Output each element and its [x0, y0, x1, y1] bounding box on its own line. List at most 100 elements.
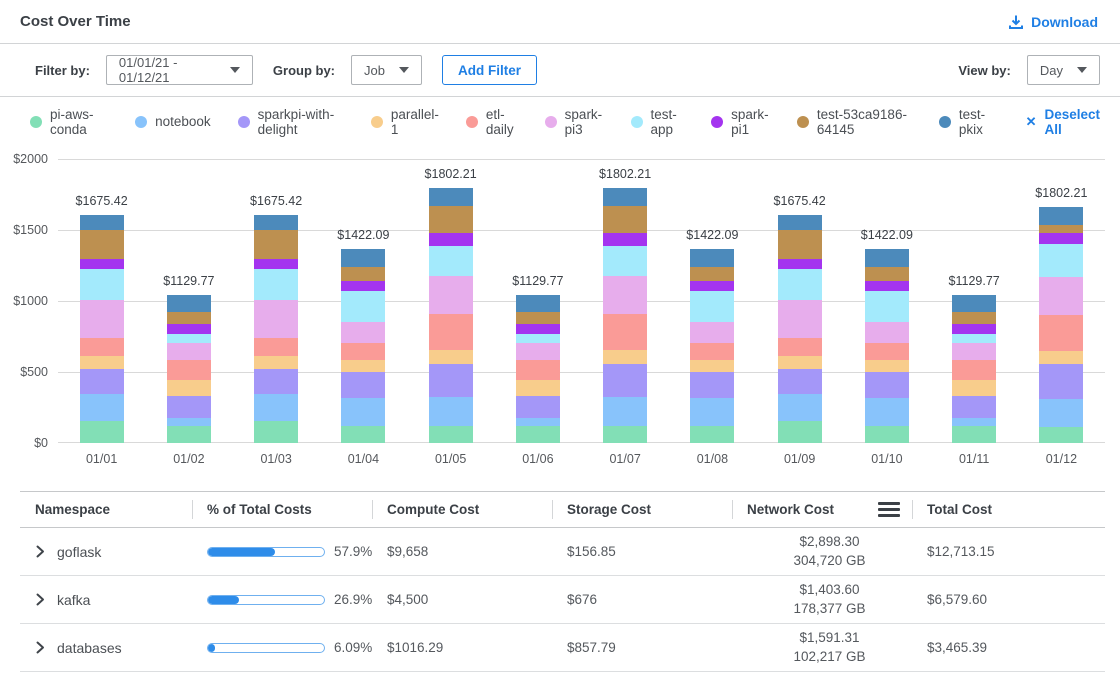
- bar-segment-sparkpi-with-delight[interactable]: [516, 396, 560, 418]
- bar-segment-parallel-1[interactable]: [778, 356, 822, 369]
- bar-segment-pi-aws-conda[interactable]: [778, 421, 822, 443]
- expand-chevron-icon[interactable]: [35, 641, 45, 654]
- bar-segment-test-app[interactable]: [429, 246, 473, 276]
- bar-segment-parallel-1[interactable]: [429, 350, 473, 363]
- bar-segment-parallel-1[interactable]: [341, 360, 385, 372]
- bar-segment-test-53ca9186-64145[interactable]: [865, 267, 909, 280]
- bar-segment-pi-aws-conda[interactable]: [80, 421, 124, 443]
- bar-segment-etl-daily[interactable]: [429, 314, 473, 350]
- stacked-bar[interactable]: [167, 295, 211, 443]
- stacked-bar[interactable]: [429, 188, 473, 443]
- stacked-bar[interactable]: [952, 295, 996, 443]
- view-by-select[interactable]: Day: [1027, 55, 1100, 85]
- bar-segment-test-pkix[interactable]: [778, 215, 822, 230]
- bar-segment-spark-pi3[interactable]: [516, 343, 560, 361]
- expand-chevron-icon[interactable]: [35, 593, 45, 606]
- bar-segment-spark-pi1[interactable]: [690, 281, 734, 291]
- stacked-bar[interactable]: [690, 249, 734, 443]
- column-menu-icon[interactable]: [878, 500, 900, 519]
- bar-segment-pi-aws-conda[interactable]: [865, 426, 909, 443]
- bar-segment-test-app[interactable]: [778, 269, 822, 300]
- add-filter-button[interactable]: Add Filter: [442, 55, 537, 85]
- group-by-select[interactable]: Job: [351, 55, 422, 85]
- bar-segment-spark-pi3[interactable]: [952, 343, 996, 361]
- bar-segment-notebook[interactable]: [167, 418, 211, 426]
- stacked-bar[interactable]: [865, 249, 909, 443]
- bar-segment-spark-pi3[interactable]: [778, 300, 822, 338]
- bar-segment-test-app[interactable]: [1039, 244, 1083, 277]
- legend-item-test-pkix[interactable]: test-pkix: [939, 107, 994, 137]
- bar-segment-parallel-1[interactable]: [952, 380, 996, 396]
- stacked-bar[interactable]: [254, 215, 298, 443]
- bar-segment-test-pkix[interactable]: [80, 215, 124, 230]
- bar-segment-parallel-1[interactable]: [254, 356, 298, 369]
- legend-item-test-app[interactable]: test-app: [631, 107, 685, 137]
- stacked-bar[interactable]: [341, 249, 385, 443]
- bar-segment-spark-pi3[interactable]: [1039, 277, 1083, 316]
- bar-segment-spark-pi3[interactable]: [429, 276, 473, 314]
- bar-segment-etl-daily[interactable]: [690, 343, 734, 360]
- bar-segment-spark-pi3[interactable]: [167, 343, 211, 361]
- bar-segment-parallel-1[interactable]: [167, 380, 211, 396]
- namespace-cell[interactable]: databases: [20, 624, 192, 671]
- namespace-cell[interactable]: goflask: [20, 528, 192, 575]
- bar-segment-sparkpi-with-delight[interactable]: [80, 369, 124, 395]
- stacked-bar[interactable]: [516, 295, 560, 443]
- bar-segment-test-pkix[interactable]: [1039, 207, 1083, 225]
- bar-segment-pi-aws-conda[interactable]: [254, 421, 298, 443]
- bar-segment-test-53ca9186-64145[interactable]: [341, 267, 385, 280]
- bar-segment-test-53ca9186-64145[interactable]: [516, 312, 560, 324]
- bar-segment-etl-daily[interactable]: [80, 338, 124, 356]
- bar-segment-test-pkix[interactable]: [603, 188, 647, 206]
- bar-segment-test-app[interactable]: [603, 246, 647, 276]
- bar-segment-sparkpi-with-delight[interactable]: [865, 372, 909, 398]
- bar-segment-parallel-1[interactable]: [1039, 351, 1083, 363]
- legend-item-notebook[interactable]: notebook: [135, 114, 211, 129]
- bar-segment-test-53ca9186-64145[interactable]: [603, 206, 647, 233]
- bar-segment-notebook[interactable]: [516, 418, 560, 426]
- bar-segment-test-53ca9186-64145[interactable]: [167, 312, 211, 324]
- stacked-bar[interactable]: [80, 215, 124, 443]
- stacked-bar[interactable]: [1039, 207, 1083, 443]
- bar-segment-test-53ca9186-64145[interactable]: [429, 206, 473, 233]
- bar-segment-notebook[interactable]: [865, 398, 909, 426]
- bar-segment-pi-aws-conda[interactable]: [690, 426, 734, 443]
- bar-segment-test-pkix[interactable]: [865, 249, 909, 267]
- bar-segment-spark-pi1[interactable]: [778, 259, 822, 270]
- bar-segment-parallel-1[interactable]: [865, 360, 909, 372]
- bar-segment-test-app[interactable]: [80, 269, 124, 300]
- bar-segment-etl-daily[interactable]: [167, 360, 211, 379]
- bar-segment-etl-daily[interactable]: [1039, 315, 1083, 351]
- bar-segment-test-53ca9186-64145[interactable]: [1039, 225, 1083, 233]
- bar-segment-test-pkix[interactable]: [429, 188, 473, 206]
- expand-chevron-icon[interactable]: [35, 545, 45, 558]
- bar-segment-spark-pi1[interactable]: [516, 324, 560, 335]
- legend-item-spark-pi1[interactable]: spark-pi1: [711, 107, 770, 137]
- bar-segment-etl-daily[interactable]: [778, 338, 822, 356]
- bar-segment-pi-aws-conda[interactable]: [603, 426, 647, 443]
- bar-segment-spark-pi1[interactable]: [80, 259, 124, 270]
- bar-segment-test-app[interactable]: [690, 291, 734, 323]
- bar-segment-test-app[interactable]: [516, 334, 560, 342]
- namespace-cell[interactable]: kafka: [20, 576, 192, 623]
- bar-segment-test-pkix[interactable]: [167, 295, 211, 312]
- bar-segment-notebook[interactable]: [429, 397, 473, 425]
- bar-segment-sparkpi-with-delight[interactable]: [690, 372, 734, 398]
- bar-segment-sparkpi-with-delight[interactable]: [1039, 364, 1083, 400]
- bar-segment-notebook[interactable]: [603, 397, 647, 425]
- bar-segment-test-app[interactable]: [167, 334, 211, 342]
- bar-segment-pi-aws-conda[interactable]: [341, 426, 385, 443]
- bar-segment-spark-pi3[interactable]: [80, 300, 124, 338]
- table-row-databases[interactable]: databases6.09%$1016.29$857.79$1,591.3110…: [20, 624, 1105, 672]
- bar-segment-spark-pi1[interactable]: [254, 259, 298, 270]
- bar-segment-test-pkix[interactable]: [952, 295, 996, 312]
- bar-segment-spark-pi1[interactable]: [865, 281, 909, 291]
- bar-segment-notebook[interactable]: [690, 398, 734, 426]
- bar-segment-test-pkix[interactable]: [341, 249, 385, 267]
- download-button[interactable]: Download: [1008, 14, 1098, 30]
- bar-segment-test-pkix[interactable]: [516, 295, 560, 312]
- bar-segment-etl-daily[interactable]: [516, 360, 560, 379]
- table-row-kafka[interactable]: kafka26.9%$4,500$676$1,403.60178,377 GB$…: [20, 576, 1105, 624]
- bar-segment-spark-pi3[interactable]: [690, 322, 734, 343]
- legend-item-etl-daily[interactable]: etl-daily: [466, 107, 518, 137]
